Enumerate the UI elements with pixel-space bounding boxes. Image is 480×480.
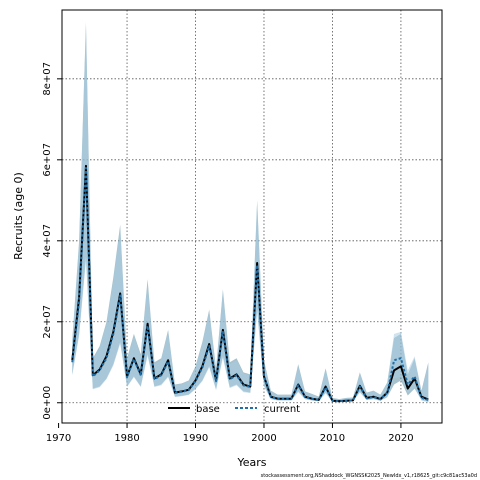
- y-tick-label: 2e+07: [42, 305, 53, 339]
- x-tick-label: 1990: [183, 433, 208, 444]
- x-tick-label: 2020: [388, 433, 413, 444]
- series-lines: [71, 164, 429, 403]
- x-axis-title: Years: [236, 456, 266, 469]
- legend-current-label: current: [264, 404, 300, 415]
- plot-frame: [61, 9, 443, 424]
- y-tick-label: 6e+07: [42, 143, 53, 177]
- x-tick-label: 2010: [320, 433, 345, 444]
- y-tick-label: 8e+07: [42, 62, 53, 96]
- y-tick-label: 4e+07: [42, 224, 53, 258]
- legend: base current: [168, 404, 300, 415]
- legend-base-label: base: [196, 404, 220, 415]
- line-current: [71, 166, 429, 403]
- x-tick-label: 1970: [46, 433, 71, 444]
- footer-source: stockassessment.org,NShaddock_WGNSSK2025…: [261, 473, 477, 479]
- y-axis-title: Recruits (age 0): [12, 172, 25, 260]
- x-tick-label: 2000: [251, 433, 276, 444]
- x-axis: 1970 1980 1990 2000 2010 2020: [46, 423, 414, 444]
- band-current: [72, 26, 429, 403]
- y-axis: 0e+00 2e+07 4e+07 6e+07 8e+07: [42, 62, 62, 420]
- x-tick-label: 1980: [114, 433, 139, 444]
- y-tick-label: 0e+00: [42, 386, 53, 420]
